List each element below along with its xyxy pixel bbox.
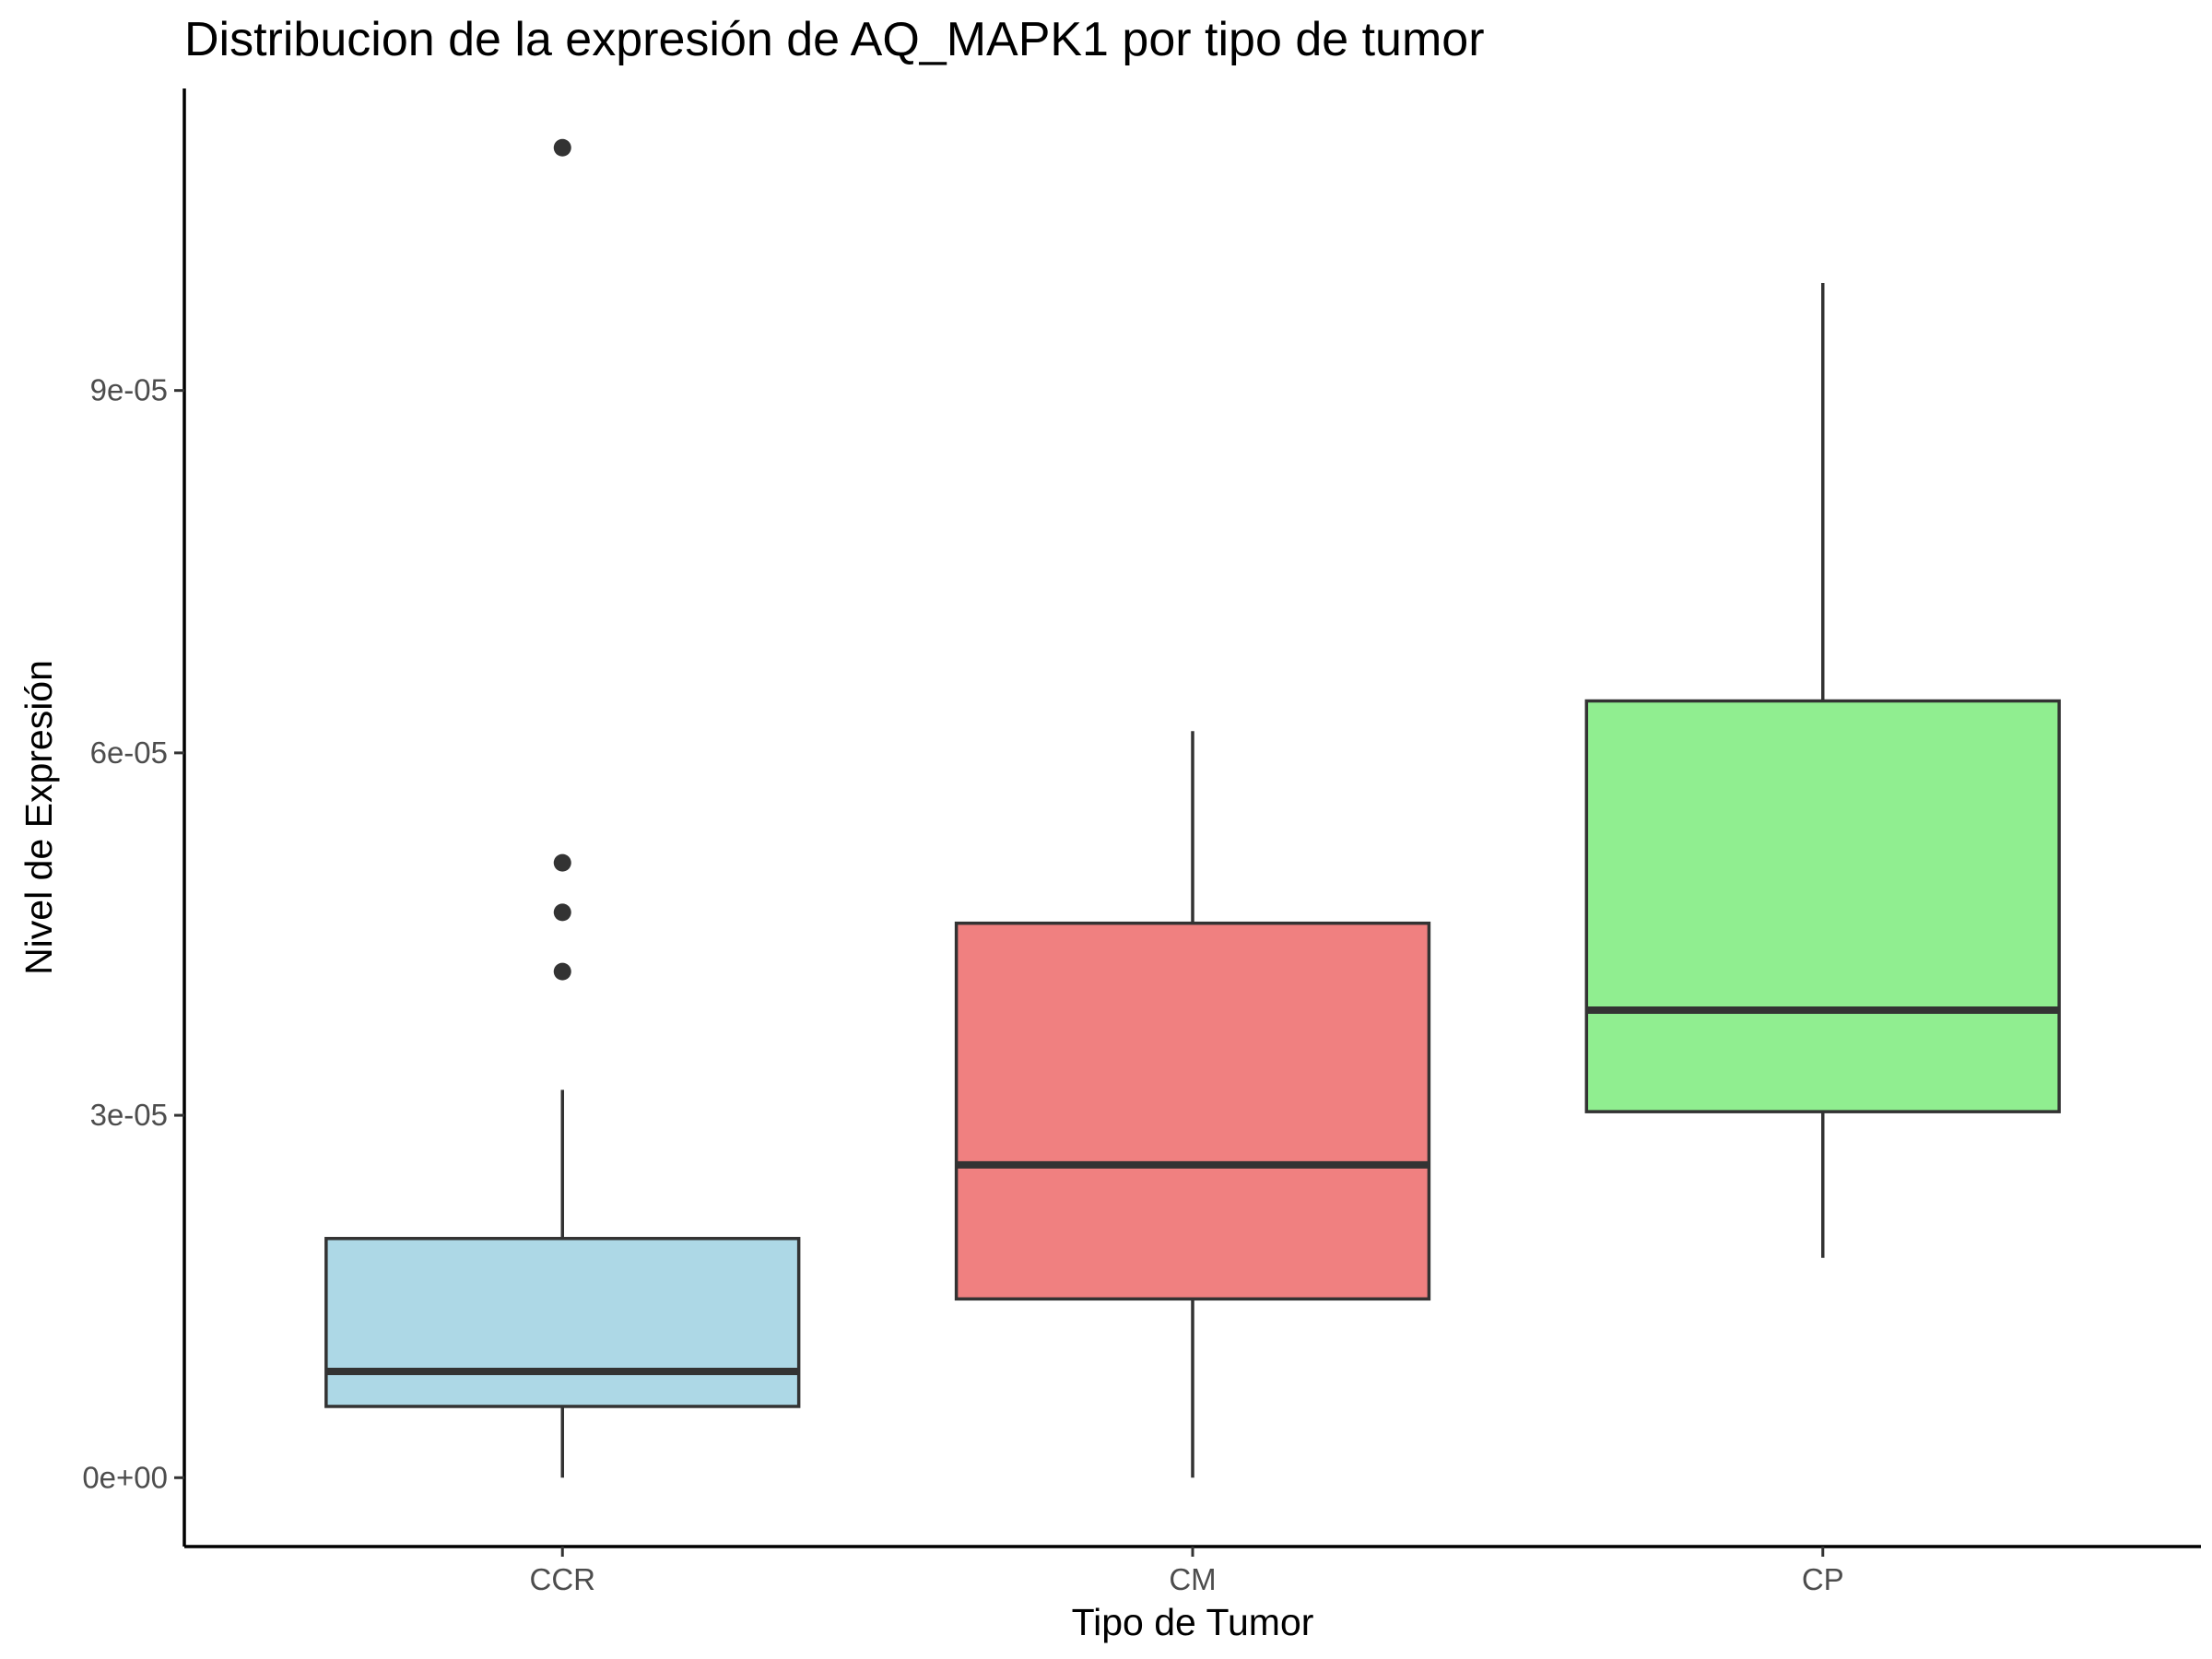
y-tick-label: 6e-05 (90, 735, 168, 770)
y-axis-title: Nivel de Expresión (18, 660, 60, 975)
outlier-point-ccr-1 (553, 962, 571, 981)
box-cm (954, 921, 1431, 1301)
outlier-point-ccr-4 (553, 138, 571, 157)
x-axis-ticks: CCR CM CP (530, 1547, 1844, 1596)
box-group-cm (954, 731, 1431, 1478)
box-cp (1584, 699, 2061, 1113)
x-tick-label: CM (1169, 1562, 1216, 1596)
y-tick-label: 0e+00 (82, 1460, 168, 1494)
box-group-ccr (324, 138, 801, 1478)
y-tick-label: 3e-05 (90, 1098, 168, 1132)
box-ccr (324, 1237, 801, 1408)
y-tick-label: 9e-05 (90, 373, 168, 407)
chart-title: Distribucion de la expresión de AQ_MAPK1… (184, 13, 1485, 66)
box-group-cp (1584, 283, 2061, 1258)
plot-area (324, 138, 2061, 1478)
outlier-point-ccr-3 (553, 853, 571, 872)
x-axis-title: Tipo de Tumor (1072, 1601, 1314, 1643)
y-axis-ticks: 0e+00 3e-05 6e-05 9e-05 (82, 373, 184, 1494)
x-tick-label: CP (1802, 1562, 1844, 1596)
x-tick-label: CCR (530, 1562, 596, 1596)
outlier-point-ccr-2 (553, 903, 571, 922)
